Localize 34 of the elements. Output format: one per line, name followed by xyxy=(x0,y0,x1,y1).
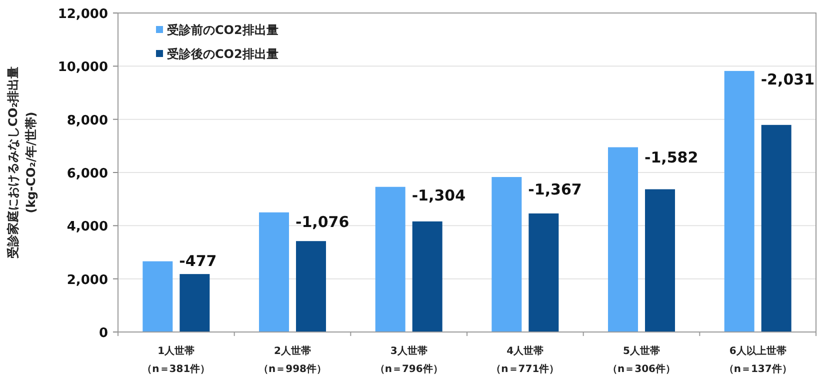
annotation: -1,304 xyxy=(412,186,466,204)
legend-label: 受診後のCO2排出量 xyxy=(166,47,278,61)
bar xyxy=(142,261,173,332)
x-tick-label: 4人世帯（n＝771件） xyxy=(491,345,560,375)
bar xyxy=(259,212,289,332)
bar xyxy=(492,177,522,332)
y-axis-title: 受診家庭におけるみなしCO₂排出量 (kg-CO₂/年/世帯) xyxy=(6,66,38,260)
bar xyxy=(296,241,326,332)
x-tick-label: 1人世帯（n＝381件） xyxy=(142,345,210,375)
x-tick-label: 3人世帯（n＝796件） xyxy=(374,345,443,375)
bar xyxy=(375,186,406,332)
y-tick-label: 4,000 xyxy=(66,220,108,235)
y-tick-label: 10,000 xyxy=(58,60,108,76)
annotation: -2,031 xyxy=(760,70,815,88)
bar xyxy=(724,70,754,332)
y-tick-label: 6,000 xyxy=(66,166,108,182)
x-tick-label: 5人世帯（n＝306件） xyxy=(608,345,676,375)
y-tick-label: 0 xyxy=(98,326,108,341)
y-tick-label: 2,000 xyxy=(66,272,108,288)
bar xyxy=(528,213,559,332)
y-tick-label: 8,000 xyxy=(66,113,108,128)
y-tick-label: 12,000 xyxy=(58,7,108,22)
annotation: -1,076 xyxy=(296,212,350,231)
x-tick-label: 2人世帯（n＝998件） xyxy=(258,345,326,375)
x-tick-label: 6人以上世帯（n＝137件） xyxy=(724,345,792,375)
bar xyxy=(180,274,210,332)
bar xyxy=(412,221,442,332)
bar xyxy=(645,189,675,332)
annotation: -477 xyxy=(179,252,217,270)
annotation: -1,367 xyxy=(528,180,582,198)
legend-label: 受診前のCO2排出量 xyxy=(166,23,278,37)
bar xyxy=(608,147,638,332)
bar xyxy=(761,124,792,332)
annotation: -1,582 xyxy=(644,148,698,167)
